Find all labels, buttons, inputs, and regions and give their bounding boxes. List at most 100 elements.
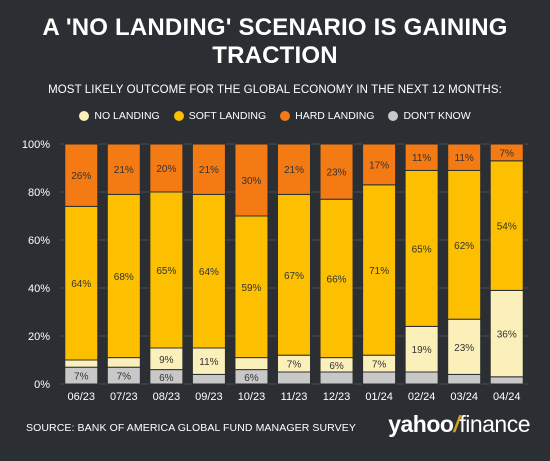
y-tick-label: 20% [28, 331, 50, 343]
data-label: 11% [199, 357, 218, 368]
bar-segment [234, 357, 269, 371]
bar-segment [277, 193, 311, 356]
brand-finance: finance [459, 411, 530, 437]
legend-swatch-hard-landing [280, 111, 291, 121]
data-label: 6% [329, 361, 344, 372]
data-label: 64% [71, 279, 91, 290]
data-label: 7% [500, 148, 515, 159]
x-tick-label: 03/24 [450, 391, 478, 403]
bar-segment [489, 143, 524, 162]
x-tick-label: 04/24 [493, 391, 521, 403]
bar-segment [362, 143, 397, 186]
bar-segment [64, 205, 99, 361]
chart-subtitle: MOST LIKELY OUTCOME FOR THE GLOBAL ECONO… [48, 84, 502, 96]
data-label: 65% [156, 266, 176, 277]
data-label: 71% [369, 266, 389, 277]
data-label: 6% [159, 373, 174, 384]
legend-item-no-landing: NO LANDING [79, 110, 160, 122]
legend-swatch-no-landing [79, 111, 90, 121]
y-tick-label: 40% [28, 283, 50, 295]
bar-segment [234, 215, 269, 359]
data-label: 20% [156, 164, 176, 175]
bar-segment [191, 143, 226, 195]
bar-segment [489, 289, 524, 378]
data-label: 11% [412, 153, 431, 164]
y-tick-label: 60% [28, 235, 50, 247]
data-label: 7% [117, 372, 132, 383]
bar-segment [404, 143, 439, 171]
data-label: 36% [497, 330, 517, 341]
bar-segment [149, 143, 184, 193]
bar-segment [191, 193, 226, 349]
bar-segment [106, 193, 141, 359]
legend-label-no-landing: NO LANDING [94, 110, 160, 122]
data-label: 9% [159, 355, 174, 366]
bar-segment [277, 371, 311, 385]
bar-segment [277, 143, 311, 195]
y-tick-label: 100% [22, 139, 50, 151]
legend-item-hard-landing: HARD LANDING [280, 110, 374, 122]
bar-segment [234, 143, 269, 217]
bar-segment [447, 318, 482, 375]
data-label: 7% [372, 360, 387, 371]
data-label: 19% [412, 345, 432, 356]
data-label: 17% [369, 160, 389, 171]
y-tick-label: 0% [34, 379, 50, 391]
data-label: 54% [497, 222, 517, 233]
data-label: 21% [284, 165, 304, 176]
x-tick-label: 10/23 [238, 391, 266, 403]
data-label: 65% [412, 244, 432, 255]
bar-segment [404, 371, 439, 385]
bar-segment [319, 371, 354, 385]
data-label: 67% [284, 271, 304, 282]
data-label: 21% [199, 165, 219, 176]
source-note: SOURCE: BANK OF AMERICA GLOBAL FUND MANA… [26, 422, 356, 434]
x-tick-label: 01/24 [365, 391, 393, 403]
legend-item-soft-landing: SOFT LANDING [173, 110, 266, 122]
x-tick-label: 06/23 [68, 391, 96, 403]
brand-slash: / [453, 411, 460, 437]
data-label: 64% [199, 267, 219, 278]
data-label: 30% [241, 176, 261, 187]
legend-swatch-soft-landing [173, 111, 184, 121]
data-label: 7% [74, 372, 89, 383]
data-label: 6% [244, 373, 259, 384]
legend-label-dont-know: DON'T KNOW [403, 110, 471, 122]
legend-item-dont-know: DON'T KNOW [388, 110, 471, 122]
bar-segment [447, 373, 482, 385]
yahoo-finance-logo: yahoo/finance [388, 411, 530, 438]
bar-segment [404, 169, 439, 327]
bar-segment [447, 143, 482, 171]
x-tick-label: 02/24 [408, 391, 436, 403]
x-tick-label: 08/23 [153, 391, 181, 403]
bar-segment [362, 184, 397, 356]
data-label: 23% [454, 343, 474, 354]
legend-swatch-dont-know [388, 111, 399, 121]
x-tick-label: 09/23 [195, 391, 223, 403]
data-label: 11% [455, 153, 474, 164]
bar-segment [489, 376, 524, 385]
bar-segment [106, 143, 141, 195]
data-label: 23% [327, 168, 347, 179]
bar-segment [362, 371, 397, 385]
data-label: 21% [114, 165, 134, 176]
bar-segment [489, 160, 524, 291]
x-tick-label: 11/23 [281, 391, 308, 403]
x-tick-label: 07/23 [110, 391, 138, 403]
y-tick-label: 80% [28, 187, 50, 199]
legend-label-hard-landing: HARD LANDING [295, 110, 375, 122]
data-label: 62% [454, 241, 474, 252]
data-label: 59% [241, 283, 261, 294]
bar-segment [106, 357, 141, 368]
data-label: 68% [114, 272, 134, 283]
bar-segment [191, 347, 226, 375]
bar-segment [64, 359, 99, 368]
data-label: 66% [327, 274, 347, 285]
title-line-1: A 'NO LANDING' SCENARIO IS GAINING [42, 14, 508, 41]
x-tick-label: 12/23 [323, 391, 351, 403]
brand-yahoo: yahoo [388, 411, 454, 437]
data-label: 7% [287, 360, 302, 371]
bar-segment [64, 143, 99, 207]
bar-segment [319, 143, 354, 200]
